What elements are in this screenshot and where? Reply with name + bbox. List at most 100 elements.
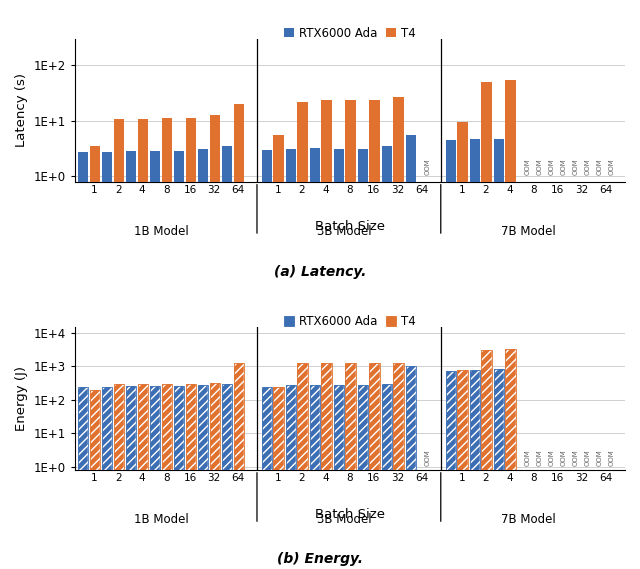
Text: OOM: OOM [425, 450, 431, 466]
Bar [78, 386, 88, 569]
Bar [298, 363, 308, 569]
Bar [298, 363, 308, 569]
Bar [445, 370, 456, 569]
Text: OOM: OOM [549, 159, 555, 175]
Text: OOM: OOM [609, 450, 614, 466]
Text: 1B Model: 1B Model [134, 513, 188, 526]
Bar [209, 384, 220, 569]
Text: OOM: OOM [525, 159, 531, 175]
Bar [138, 118, 148, 569]
X-axis label: Batch Size: Batch Size [315, 508, 385, 521]
Bar [406, 366, 416, 569]
Bar [273, 135, 284, 569]
Bar [333, 385, 344, 569]
Bar [198, 149, 208, 569]
Bar [161, 384, 172, 569]
Bar [493, 139, 504, 569]
Text: OOM: OOM [584, 450, 591, 466]
Text: 7B Model: 7B Model [501, 513, 556, 526]
Bar [394, 362, 404, 569]
Bar [285, 385, 296, 569]
Bar [262, 387, 272, 569]
Bar [381, 146, 392, 569]
Bar [102, 386, 112, 569]
Bar [333, 149, 344, 569]
Bar [333, 385, 344, 569]
Bar [457, 370, 468, 569]
Bar [369, 100, 380, 569]
Text: OOM: OOM [584, 159, 591, 175]
Bar [198, 385, 208, 569]
Bar [406, 366, 416, 569]
Bar [161, 118, 172, 569]
Bar [138, 384, 148, 569]
Bar [262, 387, 272, 569]
Bar [321, 363, 332, 569]
Bar [470, 370, 480, 569]
Bar [346, 363, 356, 569]
Bar [358, 385, 368, 569]
Bar [161, 384, 172, 569]
Bar [493, 369, 504, 569]
Bar [234, 363, 244, 569]
Bar [321, 100, 332, 569]
Text: OOM: OOM [609, 159, 614, 175]
Bar [234, 104, 244, 569]
Bar [310, 149, 320, 569]
Bar [150, 386, 160, 569]
Bar [470, 370, 480, 569]
Bar [273, 386, 284, 569]
Bar [209, 384, 220, 569]
Bar [78, 386, 88, 569]
Bar [174, 386, 184, 569]
Bar [78, 151, 88, 569]
Bar [369, 363, 380, 569]
Bar [457, 370, 468, 569]
Text: (a) Latency.: (a) Latency. [274, 265, 366, 279]
Text: OOM: OOM [573, 450, 579, 466]
Bar [222, 384, 232, 569]
Text: OOM: OOM [573, 159, 579, 175]
Bar [310, 385, 320, 569]
Bar [505, 349, 516, 569]
Bar [90, 146, 100, 569]
Text: OOM: OOM [597, 159, 603, 175]
Bar [114, 384, 124, 569]
Bar [493, 369, 504, 569]
Bar [114, 384, 124, 569]
Bar [381, 384, 392, 569]
Bar [346, 100, 356, 569]
Bar [150, 386, 160, 569]
Bar [234, 363, 244, 569]
Bar [481, 349, 492, 569]
Text: OOM: OOM [536, 450, 543, 466]
Text: OOM: OOM [536, 159, 543, 175]
Bar [90, 390, 100, 569]
Bar [481, 349, 492, 569]
Bar [186, 384, 196, 569]
Text: OOM: OOM [561, 159, 566, 175]
Bar [369, 363, 380, 569]
X-axis label: Batch Size: Batch Size [315, 220, 385, 233]
Text: 7B Model: 7B Model [501, 225, 556, 238]
Bar [445, 140, 456, 569]
Bar [174, 386, 184, 569]
Bar [150, 151, 160, 569]
Text: 1B Model: 1B Model [134, 225, 188, 238]
Bar [445, 370, 456, 569]
Text: 3B Model: 3B Model [317, 513, 372, 526]
Bar [126, 386, 136, 569]
Bar [298, 102, 308, 569]
Bar [406, 135, 416, 569]
Bar [114, 118, 124, 569]
Bar [321, 363, 332, 569]
Bar [470, 139, 480, 569]
Text: OOM: OOM [597, 450, 603, 466]
Bar [358, 149, 368, 569]
Text: OOM: OOM [425, 159, 431, 175]
Bar [505, 349, 516, 569]
Bar [126, 151, 136, 569]
Bar [505, 80, 516, 569]
Text: 3B Model: 3B Model [317, 225, 372, 238]
Bar [310, 385, 320, 569]
